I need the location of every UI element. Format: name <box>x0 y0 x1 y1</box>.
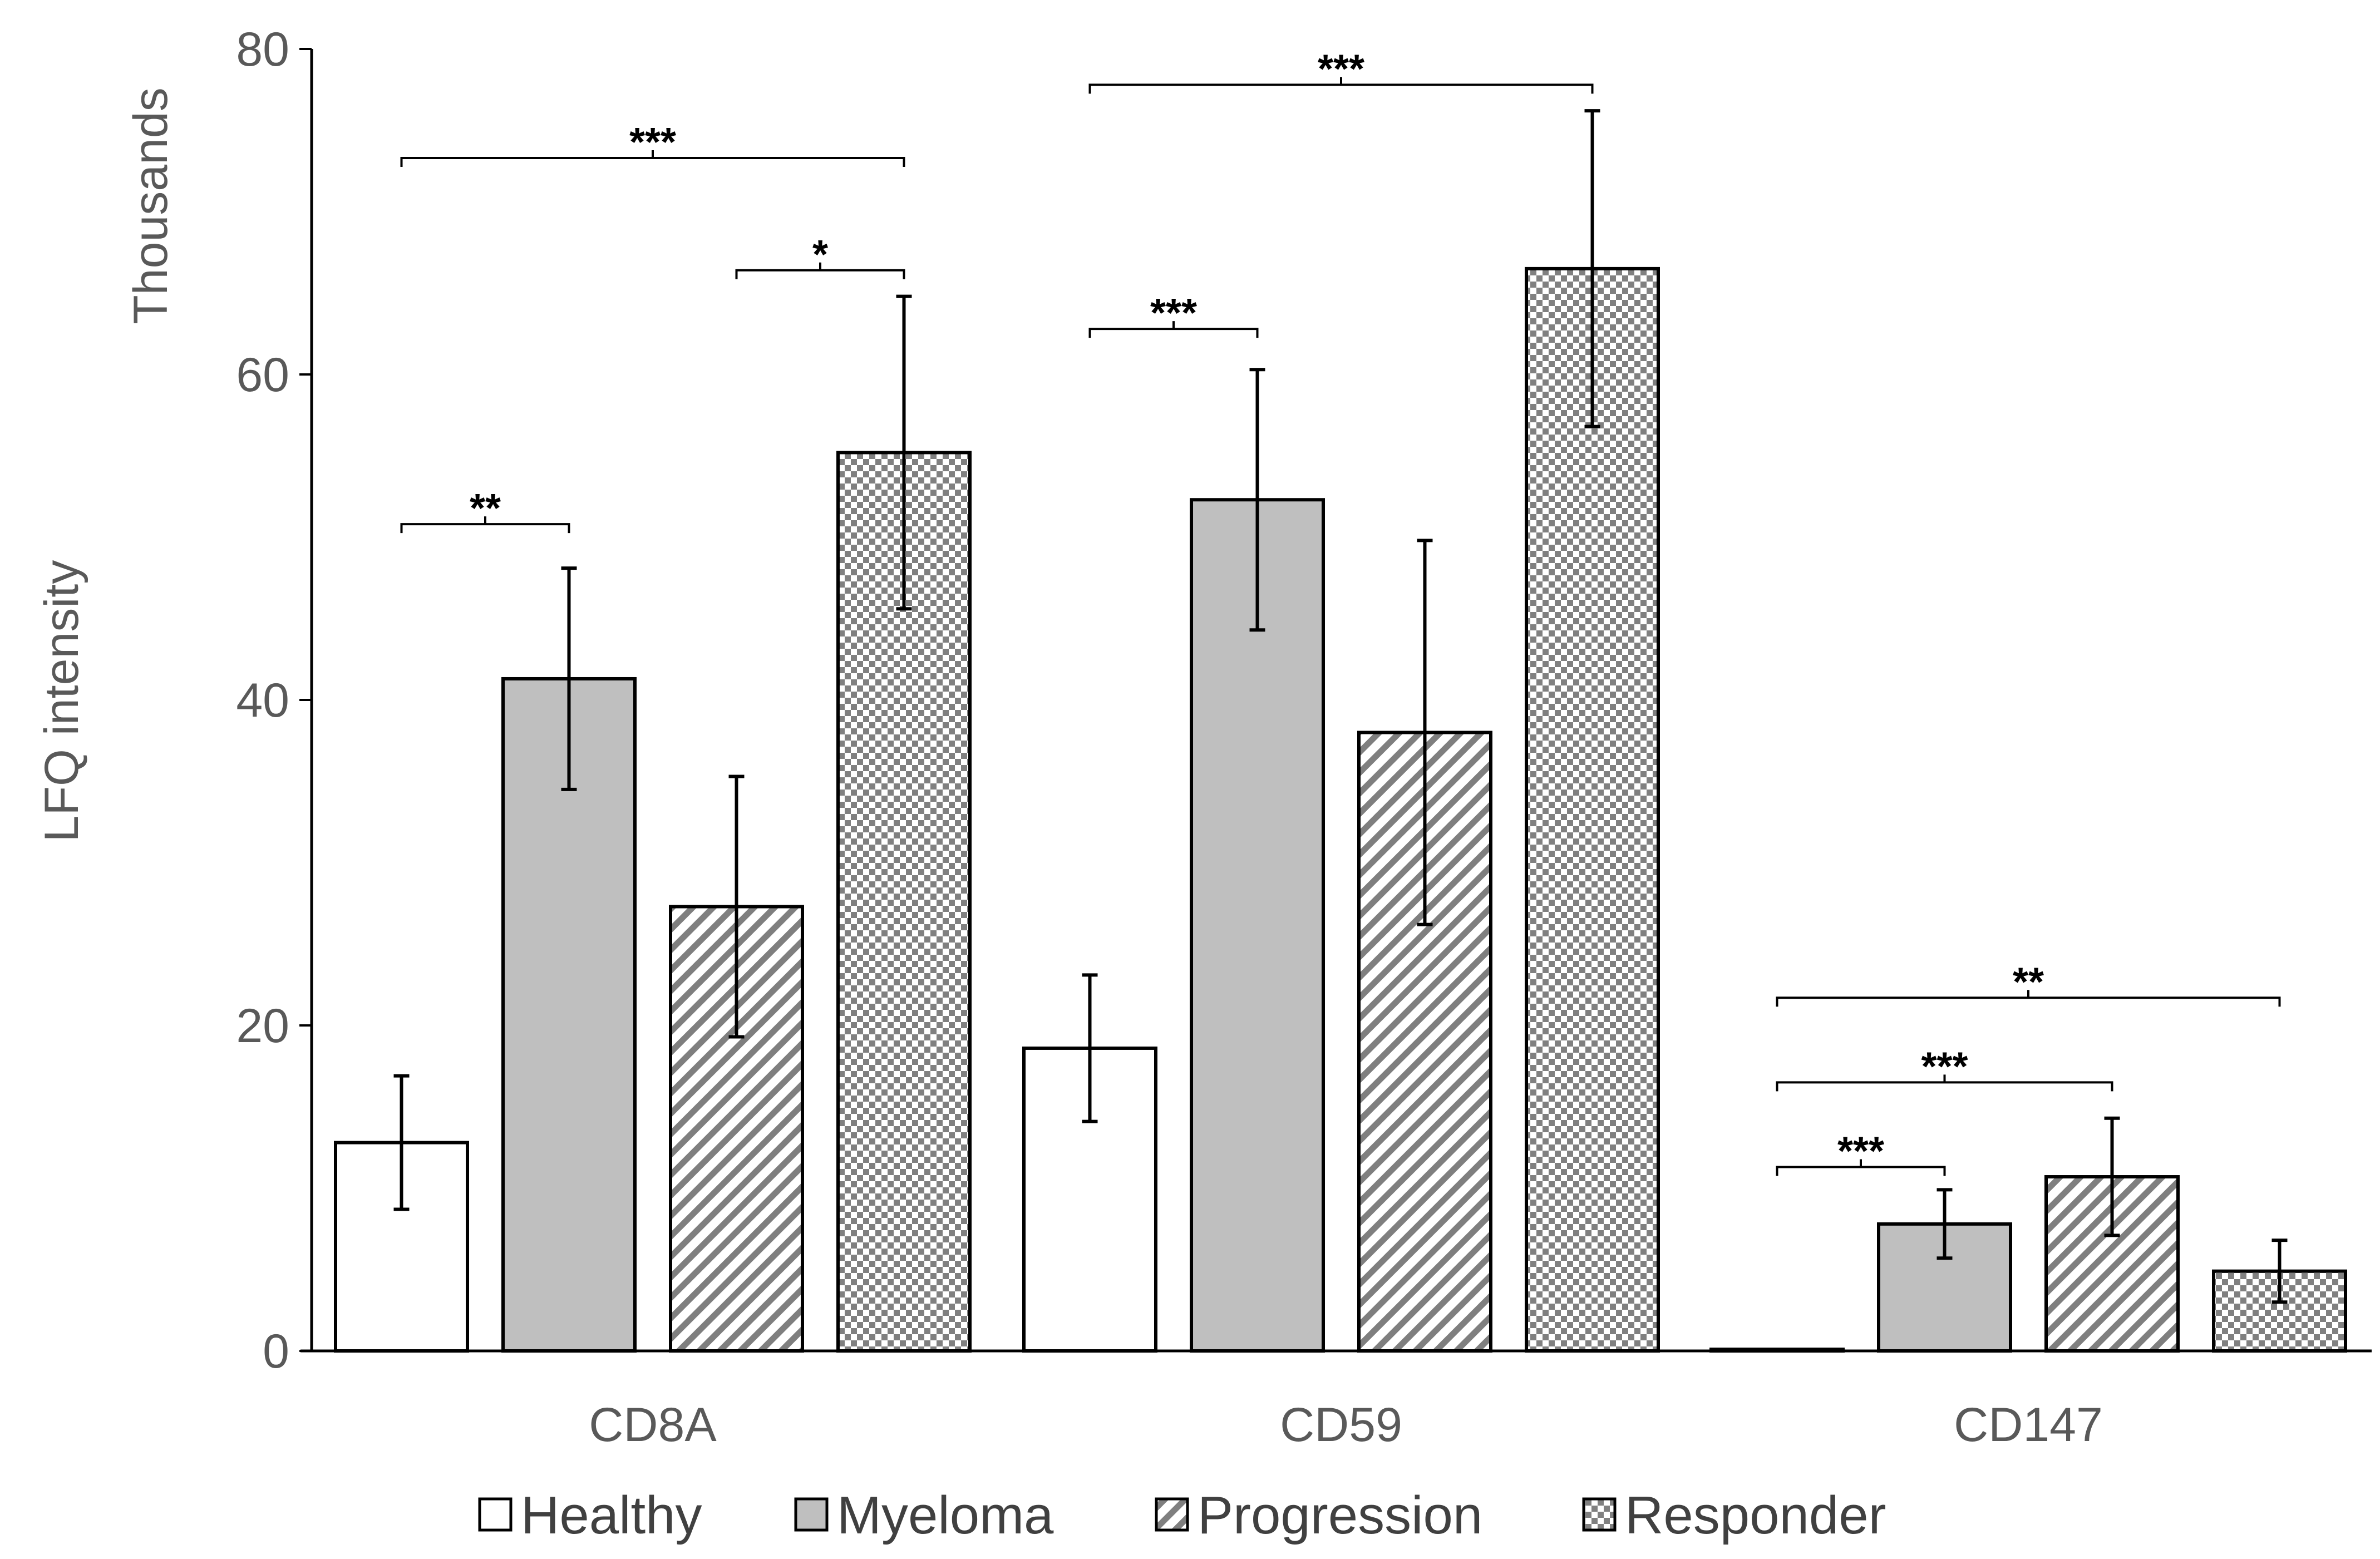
legend: Healthy Myeloma Progression Responder <box>478 1486 1886 1545</box>
legend-label-myeloma: Myeloma <box>837 1486 1054 1545</box>
significance-label: *** <box>1150 291 1197 336</box>
significance-bracket <box>1776 1159 1946 1176</box>
y-tick-label: 0 <box>263 1325 289 1378</box>
significance-label: *** <box>1921 1044 1968 1089</box>
significance-bracket <box>400 516 570 534</box>
significance-bracket <box>735 262 905 279</box>
x-category-label: CD59 <box>1280 1398 1402 1452</box>
y-axis-unit-label: Thousands <box>124 87 178 324</box>
legend-swatch-healthy <box>478 1497 513 1532</box>
y-tick-label: 60 <box>236 348 289 402</box>
significance-bracket <box>1776 1074 2113 1092</box>
bar-myeloma-cd59 <box>1190 498 1325 1353</box>
legend-label-progression: Progression <box>1198 1486 1482 1545</box>
significance-bracket <box>1088 77 1594 94</box>
legend-swatch-progression <box>1155 1497 1189 1532</box>
legend-label-healthy: Healthy <box>521 1486 702 1545</box>
x-category-label: CD8A <box>589 1398 717 1452</box>
significance-bracket <box>1088 321 1259 338</box>
y-tick-label: 80 <box>236 23 289 76</box>
legend-swatch-myeloma <box>794 1497 829 1532</box>
significance-label: *** <box>1837 1129 1884 1173</box>
significance-label: *** <box>1318 47 1364 91</box>
bar-responder-cd59 <box>1525 267 1660 1353</box>
significance-bracket <box>400 150 905 167</box>
significance-bracket <box>1776 990 2281 1007</box>
significance-label: *** <box>629 120 676 165</box>
significance-label: ** <box>470 486 501 531</box>
x-category-label: CD147 <box>1954 1398 2103 1452</box>
legend-swatch-responder <box>1582 1497 1617 1532</box>
significance-label: * <box>812 233 828 277</box>
y-tick-label: 20 <box>236 999 289 1053</box>
y-tick-label: 40 <box>236 674 289 727</box>
legend-label-responder: Responder <box>1625 1486 1886 1545</box>
significance-label: ** <box>2013 960 2044 1004</box>
y-axis-title: LFQ intensity <box>35 560 88 842</box>
